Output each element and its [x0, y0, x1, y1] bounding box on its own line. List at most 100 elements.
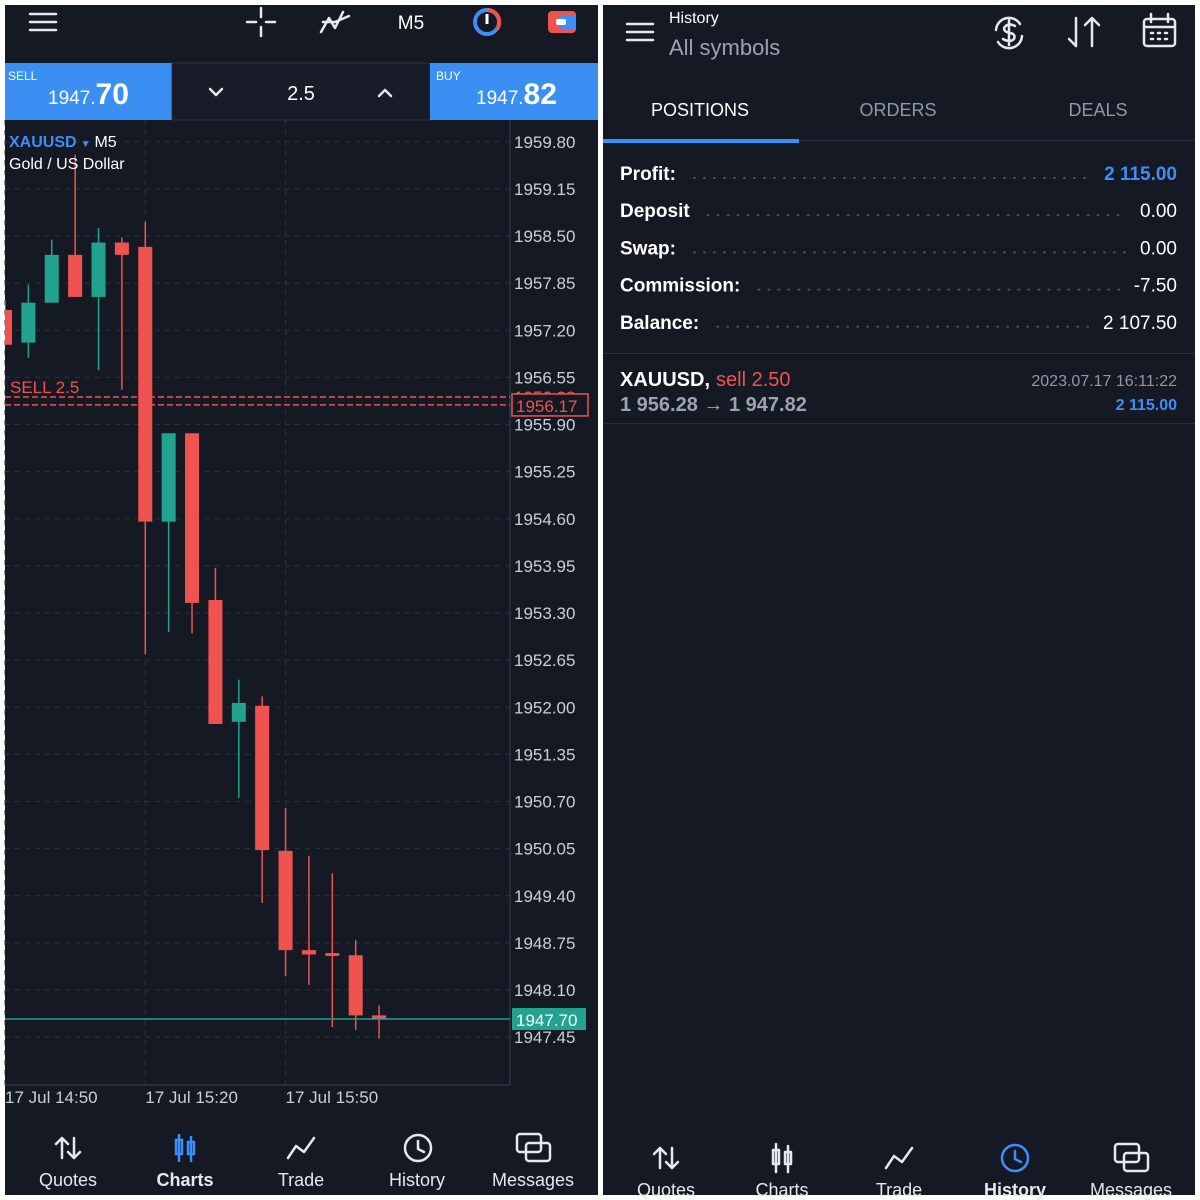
candle-body — [68, 254, 83, 297]
candle-body — [114, 242, 129, 255]
sell-price-main: 1947. — [48, 88, 96, 109]
crosshair-icon[interactable] — [245, 6, 277, 38]
right-panel — [603, 5, 1195, 1195]
y-tick-label: 1955.25 — [514, 463, 575, 482]
candle-body — [372, 1015, 387, 1020]
y-tick-label: 1959.15 — [514, 180, 575, 199]
y-tick-label: 1956.55 — [514, 368, 575, 387]
messages-icon[interactable] — [1113, 1142, 1150, 1173]
nav-label[interactable]: History — [389, 1170, 445, 1190]
history-icon[interactable] — [403, 1133, 433, 1163]
summary-label: Swap: — [620, 238, 676, 259]
y-tick-label: 1948.75 — [514, 934, 575, 953]
summary-label: Commission: — [620, 276, 740, 297]
nav-label[interactable]: History — [984, 1180, 1046, 1200]
y-tick-label: 1955.90 — [514, 416, 575, 435]
tab-deals[interactable]: DEALS — [1068, 100, 1127, 120]
y-tick-label: 1959.80 — [514, 133, 575, 152]
nav-label[interactable]: Charts — [755, 1180, 808, 1200]
currency-icon[interactable] — [994, 16, 1024, 50]
tab-indicator — [603, 139, 799, 143]
sell-button[interactable] — [5, 63, 172, 120]
y-tick-label: 1957.20 — [514, 321, 575, 340]
y-tick-label: 1948.10 — [514, 981, 575, 1000]
symbol[interactable]: XAUUSD — [9, 134, 77, 151]
bottom-nav: Quotes Charts Trade History Messages — [39, 1132, 574, 1190]
indicators-icon[interactable] — [319, 10, 351, 34]
price-box — [512, 1008, 586, 1031]
candle-body — [325, 953, 340, 956]
bottom-nav-labels: Quotes Charts Trade History Messages — [637, 1180, 1172, 1200]
one-click-icon[interactable] — [473, 7, 502, 36]
sell-price: 1947.70 — [48, 78, 129, 111]
chart-symbol: XAUUSD ▼ M5 — [9, 134, 117, 151]
price-label: 1947.70 — [516, 1011, 577, 1030]
chart-description: Gold / US Dollar — [9, 156, 125, 173]
trade-icon[interactable] — [548, 11, 576, 33]
messages-icon[interactable] — [515, 1132, 552, 1163]
nav-label[interactable]: Messages — [492, 1170, 574, 1190]
charts-icon[interactable] — [174, 1134, 196, 1162]
sell-label: SELL — [8, 69, 38, 83]
x-tick-label: 17 Jul 15:20 — [145, 1088, 238, 1107]
y-tick-label: 1950.05 — [514, 840, 575, 859]
position-profit: 2 115.00 — [1116, 397, 1178, 414]
position-side: sell 2.50 — [716, 369, 791, 391]
timeframe-button[interactable]: M5 — [398, 13, 424, 34]
order-label: SELL 2.5 — [10, 378, 79, 397]
header-subtitle[interactable]: All symbols — [669, 35, 780, 60]
quotes-icon[interactable] — [652, 1146, 680, 1170]
position-prices: 1 956.28 → 1 947.82 — [620, 394, 807, 416]
candle-body — [21, 302, 36, 343]
divider — [603, 353, 1195, 354]
x-tick-label: 17 Jul 14:50 — [5, 1088, 98, 1107]
tab-orders[interactable]: ORDERS — [859, 100, 936, 120]
position-title[interactable]: XAUUSD, sell 2.50 — [620, 369, 791, 391]
nav-label[interactable]: Quotes — [637, 1180, 695, 1200]
sort-icon[interactable] — [1067, 16, 1101, 48]
trade-icon-nav[interactable] — [884, 1146, 914, 1170]
buy-button[interactable] — [430, 63, 598, 120]
quotes-icon[interactable] — [54, 1136, 82, 1160]
candle-body — [301, 950, 316, 955]
chart-timeframe: M5 — [94, 134, 116, 151]
left-panel — [5, 5, 598, 1195]
nav-label[interactable]: Trade — [278, 1170, 324, 1190]
candlestick-chart: 1959.80 1959.15 1958.50 1957.85 1957.20 1956.… — [4, 120, 589, 1107]
y-tick-label: 1951.35 — [514, 745, 575, 764]
volume[interactable]: 2.5 — [287, 83, 315, 105]
history-icon[interactable] — [1000, 1143, 1030, 1173]
y-tick-label: 1953.30 — [514, 604, 575, 623]
buy-label: BUY — [436, 69, 461, 83]
calendar-icon[interactable] — [1142, 12, 1177, 48]
menu-icon[interactable] — [28, 12, 58, 32]
candle-body — [231, 702, 246, 722]
y-tick-label: 1958.50 — [514, 227, 575, 246]
buy-price: 1947.82 — [476, 78, 557, 111]
candle-body — [255, 705, 270, 851]
candle-body — [278, 850, 293, 951]
candle-body — [5, 309, 13, 345]
tab-positions[interactable]: POSITIONS — [651, 100, 749, 120]
header-title: History — [669, 10, 719, 27]
nav-label[interactable]: Trade — [876, 1180, 922, 1200]
summary-value: -7.50 — [1134, 276, 1177, 297]
tabs-divider — [603, 140, 1195, 141]
summary-label: Balance: — [620, 313, 699, 334]
volume-down[interactable] — [208, 87, 224, 97]
charts-icon[interactable] — [771, 1142, 793, 1174]
bottom-nav — [652, 1142, 1150, 1174]
y-tick-label: 1949.40 — [514, 887, 575, 906]
nav-label[interactable]: Charts — [156, 1170, 213, 1190]
buy-price-main: 1947. — [476, 88, 524, 109]
buy-price-big: 82 — [524, 78, 557, 111]
position-time: 2023.07.17 16:11:22 — [1031, 373, 1177, 390]
menu-icon[interactable] — [625, 22, 655, 42]
y-tick-label: 1950.70 — [514, 793, 575, 812]
candle-body — [138, 246, 153, 522]
trade-icon-nav[interactable] — [286, 1136, 316, 1160]
nav-label[interactable]: Quotes — [39, 1170, 97, 1190]
volume-up[interactable] — [377, 88, 393, 98]
nav-label[interactable]: Messages — [1090, 1180, 1172, 1200]
